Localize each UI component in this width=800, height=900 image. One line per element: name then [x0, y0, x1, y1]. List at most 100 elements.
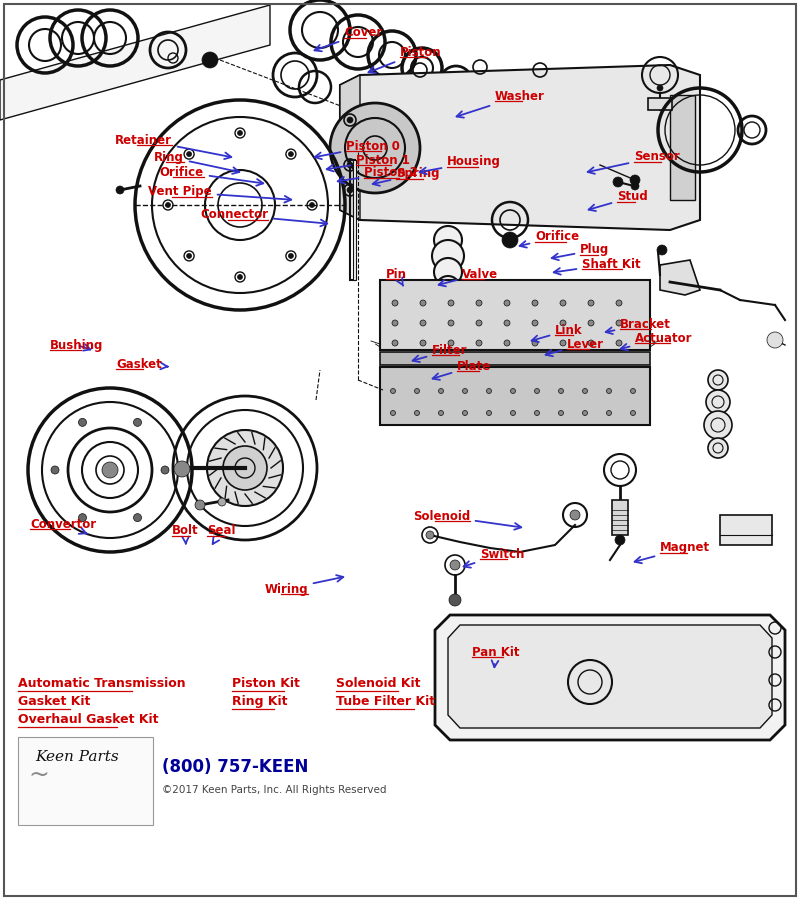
Text: (800) 757-KEEN: (800) 757-KEEN — [162, 758, 308, 776]
Circle shape — [495, 91, 505, 101]
Circle shape — [613, 177, 623, 187]
Circle shape — [486, 410, 491, 416]
Text: Filter: Filter — [413, 344, 467, 362]
Circle shape — [134, 418, 142, 427]
Bar — [353, 160, 356, 280]
Text: Solenoid: Solenoid — [413, 509, 522, 530]
Circle shape — [486, 389, 491, 393]
Circle shape — [767, 332, 783, 348]
Text: Piston 0: Piston 0 — [314, 140, 400, 159]
Circle shape — [615, 535, 625, 545]
Circle shape — [704, 411, 732, 439]
Circle shape — [392, 300, 398, 306]
Circle shape — [588, 320, 594, 326]
Circle shape — [330, 103, 420, 193]
Polygon shape — [340, 65, 700, 230]
Circle shape — [433, 101, 447, 115]
Text: Bushing: Bushing — [50, 338, 103, 352]
Bar — [720, 515, 772, 545]
Circle shape — [102, 462, 118, 478]
Circle shape — [392, 340, 398, 346]
Circle shape — [582, 389, 587, 393]
Text: Wiring: Wiring — [264, 575, 343, 596]
Text: Keen Parts: Keen Parts — [35, 750, 118, 764]
Circle shape — [420, 320, 426, 326]
Circle shape — [166, 202, 170, 208]
Circle shape — [532, 340, 538, 346]
Polygon shape — [0, 5, 270, 120]
Bar — [18, 737, 153, 825]
Circle shape — [616, 300, 622, 306]
Text: Solenoid Kit: Solenoid Kit — [336, 677, 421, 690]
Text: Switch: Switch — [463, 547, 524, 568]
Polygon shape — [448, 625, 772, 728]
Text: Piston 2: Piston 2 — [338, 166, 418, 184]
Circle shape — [436, 276, 460, 300]
Circle shape — [449, 594, 461, 606]
Circle shape — [657, 245, 667, 255]
Circle shape — [310, 202, 314, 208]
Circle shape — [186, 151, 191, 157]
Circle shape — [434, 226, 462, 254]
Circle shape — [347, 117, 353, 123]
Circle shape — [161, 466, 169, 474]
Circle shape — [708, 438, 728, 458]
Circle shape — [462, 410, 467, 416]
Circle shape — [560, 300, 566, 306]
Circle shape — [534, 389, 539, 393]
Circle shape — [476, 320, 482, 326]
Circle shape — [560, 340, 566, 346]
Circle shape — [434, 258, 462, 286]
Text: Link: Link — [532, 323, 582, 342]
Text: Piston: Piston — [369, 46, 442, 73]
Text: Spring: Spring — [373, 167, 439, 185]
Text: Bracket: Bracket — [606, 318, 671, 334]
Circle shape — [186, 254, 191, 258]
Text: Stud: Stud — [589, 191, 648, 211]
Circle shape — [78, 418, 86, 427]
Circle shape — [630, 389, 635, 393]
Circle shape — [432, 240, 464, 272]
Circle shape — [616, 340, 622, 346]
Circle shape — [504, 340, 510, 346]
Circle shape — [438, 410, 443, 416]
Circle shape — [616, 320, 622, 326]
Circle shape — [448, 320, 454, 326]
Bar — [648, 98, 672, 110]
Text: Vent Pipe: Vent Pipe — [148, 185, 291, 202]
Circle shape — [462, 389, 467, 393]
Circle shape — [134, 514, 142, 522]
Circle shape — [570, 510, 580, 520]
Text: Piston 1: Piston 1 — [326, 154, 410, 171]
Circle shape — [347, 162, 353, 168]
Text: Convertor: Convertor — [30, 518, 96, 534]
Circle shape — [558, 389, 563, 393]
Circle shape — [51, 466, 59, 474]
Text: Seal: Seal — [207, 525, 235, 544]
Circle shape — [202, 52, 218, 68]
Text: Ring Kit: Ring Kit — [232, 695, 287, 708]
Circle shape — [347, 187, 353, 193]
Circle shape — [476, 300, 482, 306]
Circle shape — [588, 340, 594, 346]
Text: Shaft Kit: Shaft Kit — [554, 257, 641, 274]
Text: Tube Filter Kit: Tube Filter Kit — [336, 695, 435, 708]
Circle shape — [289, 254, 294, 258]
Circle shape — [207, 430, 283, 506]
Circle shape — [390, 389, 395, 393]
Circle shape — [218, 498, 226, 506]
Text: Actuator: Actuator — [621, 331, 693, 350]
Circle shape — [78, 514, 86, 522]
Text: Automatic Transmission: Automatic Transmission — [18, 677, 186, 690]
Circle shape — [414, 410, 419, 416]
Text: Gasket: Gasket — [116, 357, 168, 371]
Circle shape — [510, 410, 515, 416]
Text: Sensor: Sensor — [588, 150, 680, 174]
Circle shape — [340, 95, 350, 105]
Circle shape — [116, 186, 124, 194]
Circle shape — [606, 389, 611, 393]
Circle shape — [174, 461, 190, 477]
Circle shape — [532, 320, 538, 326]
Polygon shape — [340, 75, 360, 220]
Circle shape — [606, 410, 611, 416]
